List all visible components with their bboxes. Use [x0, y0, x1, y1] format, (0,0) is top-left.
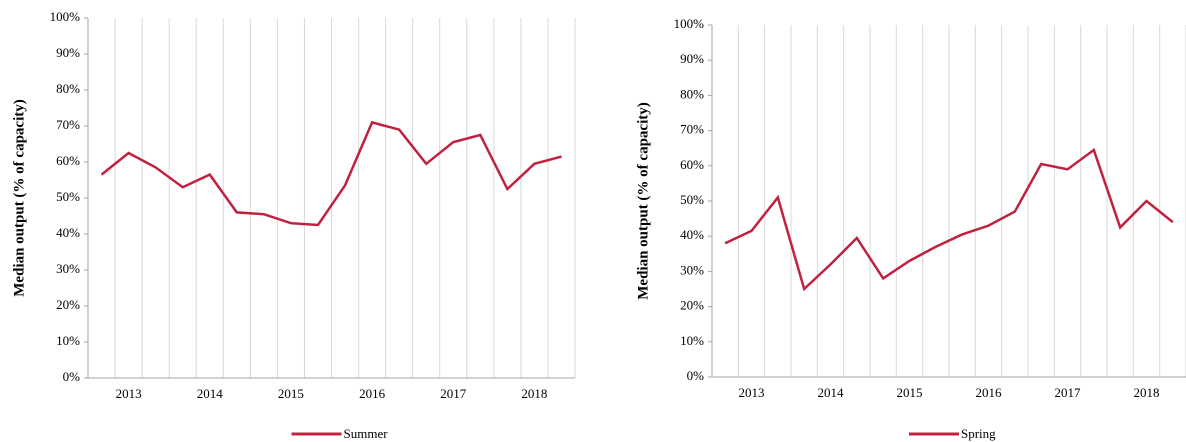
y-tick-label: 80% — [680, 86, 704, 101]
x-tick-label: 2016 — [976, 385, 1003, 400]
x-tick-label: 2017 — [440, 386, 467, 401]
x-tick-label: 2017 — [1055, 385, 1082, 400]
y-tick-label: 90% — [680, 51, 704, 66]
x-tick-label: 2018 — [1134, 385, 1160, 400]
chart: 0% 10% 20% 30% 40% 50% 60% 70% 80% 90% 100% 2013 201… — [635, 16, 1186, 441]
y-tick-label: 10% — [680, 333, 704, 348]
legend-label: Summer — [344, 426, 389, 441]
x-tick-label: 2013 — [739, 385, 765, 400]
y-axis-label: Median output (% of capacity) — [635, 102, 651, 300]
x-tick-label: 2014 — [197, 386, 224, 401]
x-tick-label: 2013 — [116, 386, 142, 401]
series-line — [724, 147, 1174, 292]
y-tick-label: 10% — [56, 333, 80, 348]
y-tick-label: 80% — [56, 81, 80, 96]
y-tick-label: 0% — [687, 368, 705, 383]
y-tick-label: 70% — [680, 122, 704, 137]
y-tick-label: 90% — [56, 45, 80, 60]
y-tick-label: 50% — [680, 192, 704, 207]
x-tick-label: 2015 — [278, 386, 304, 401]
y-tick-label: 20% — [680, 298, 704, 313]
x-tick-label: 2015 — [897, 385, 923, 400]
y-tick-label: 0% — [63, 369, 81, 384]
series-line — [100, 120, 562, 227]
x-tick-label: 2016 — [359, 386, 386, 401]
y-tick-label: 30% — [680, 262, 704, 277]
y-tick-label: 100% — [674, 16, 705, 31]
x-tick-label: 2014 — [818, 385, 845, 400]
y-tick-label: 70% — [56, 117, 80, 132]
x-tick-label: 2018 — [521, 386, 547, 401]
y-tick-label: 60% — [680, 157, 704, 172]
y-tick-label: 100% — [50, 9, 81, 24]
y-tick-label: 40% — [680, 227, 704, 242]
legend-label: Spring — [961, 426, 996, 441]
y-tick-label: 20% — [56, 297, 80, 312]
chart: 0% 10% 20% 30% 40% 50% 60% 70% 80% 90% 100% 2013 201… — [11, 9, 576, 441]
y-tick-label: 50% — [56, 189, 80, 204]
y-tick-label: 40% — [56, 225, 80, 240]
y-tick-label: 60% — [56, 153, 80, 168]
y-tick-label: 30% — [56, 261, 80, 276]
y-axis-label: Median output (% of capacity) — [11, 99, 27, 297]
